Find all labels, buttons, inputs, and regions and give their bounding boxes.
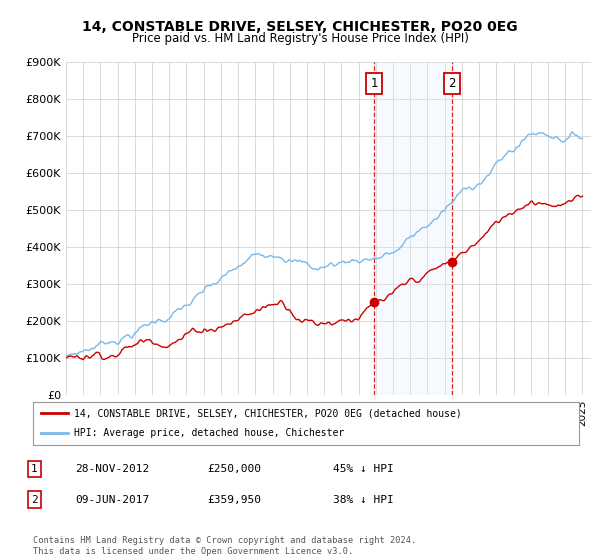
- Text: £250,000: £250,000: [207, 464, 261, 474]
- Text: 45% ↓ HPI: 45% ↓ HPI: [333, 464, 394, 474]
- Text: 09-JUN-2017: 09-JUN-2017: [75, 494, 149, 505]
- Text: 14, CONSTABLE DRIVE, SELSEY, CHICHESTER, PO20 0EG: 14, CONSTABLE DRIVE, SELSEY, CHICHESTER,…: [82, 20, 518, 34]
- Text: HPI: Average price, detached house, Chichester: HPI: Average price, detached house, Chic…: [74, 428, 344, 438]
- Text: 2: 2: [31, 494, 38, 505]
- Text: Contains HM Land Registry data © Crown copyright and database right 2024.
This d: Contains HM Land Registry data © Crown c…: [33, 536, 416, 556]
- Text: 2: 2: [449, 77, 456, 90]
- Text: 1: 1: [371, 77, 378, 90]
- Text: Price paid vs. HM Land Registry's House Price Index (HPI): Price paid vs. HM Land Registry's House …: [131, 32, 469, 45]
- Text: 38% ↓ HPI: 38% ↓ HPI: [333, 494, 394, 505]
- Bar: [374, 62, 452, 395]
- Text: 1: 1: [31, 464, 38, 474]
- Text: 28-NOV-2012: 28-NOV-2012: [75, 464, 149, 474]
- Text: £359,950: £359,950: [207, 494, 261, 505]
- Text: 14, CONSTABLE DRIVE, SELSEY, CHICHESTER, PO20 0EG (detached house): 14, CONSTABLE DRIVE, SELSEY, CHICHESTER,…: [74, 408, 462, 418]
